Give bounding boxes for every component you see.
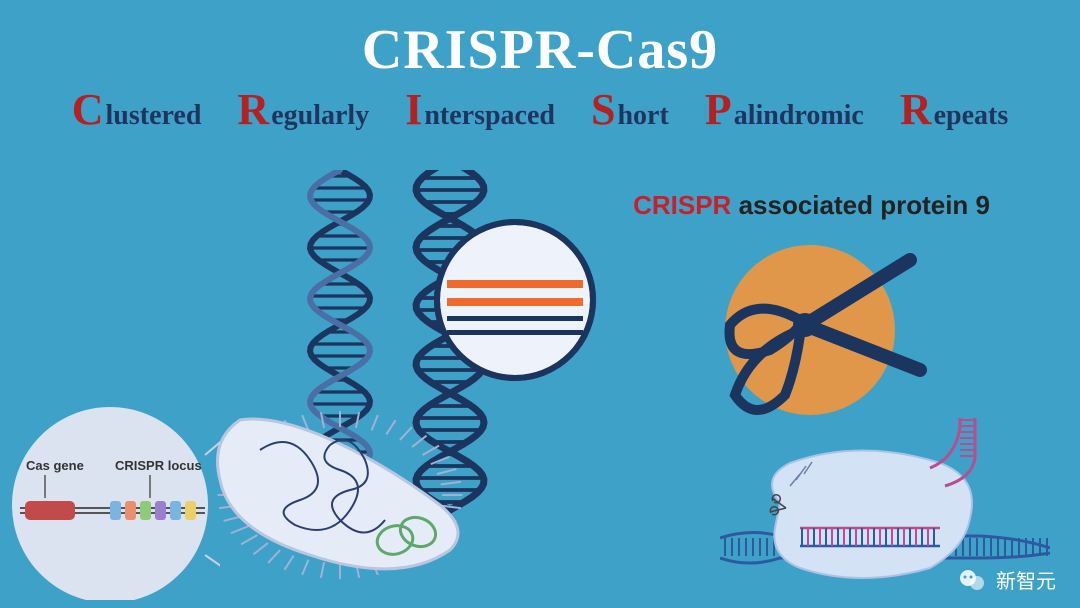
main-title: CRISPR-Cas9 (0, 0, 1080, 82)
crispr-locus-label: CRISPR locus (115, 458, 202, 473)
subtitle-rest: associated protein 9 (731, 190, 990, 220)
subtitle-red: CRISPR (633, 190, 731, 220)
acronym-row: Clustered Regularly Interspaced Short Palind… (0, 88, 1080, 132)
subtitle: CRISPR associated protein 9 (633, 190, 990, 221)
chat-icon (958, 566, 986, 594)
acronym-word: Palindromic (705, 88, 864, 132)
scissors-illustration (700, 230, 960, 430)
acronym-word: Clustered (72, 88, 202, 132)
locus-illustration: Cas gene CRISPR locus (10, 400, 220, 590)
cas9-complex-illustration (720, 408, 1050, 588)
acronym-word: Repeats (900, 88, 1008, 132)
acronym-word: Regularly (237, 88, 369, 132)
watermark: 新智元 (958, 565, 1056, 594)
acronym-word: Short (591, 88, 669, 132)
cas-gene-label: Cas gene (26, 458, 84, 473)
watermark-text: 新智元 (996, 565, 1056, 594)
acronym-word: Interspaced (405, 88, 555, 132)
bacterium-illustration (200, 390, 460, 590)
